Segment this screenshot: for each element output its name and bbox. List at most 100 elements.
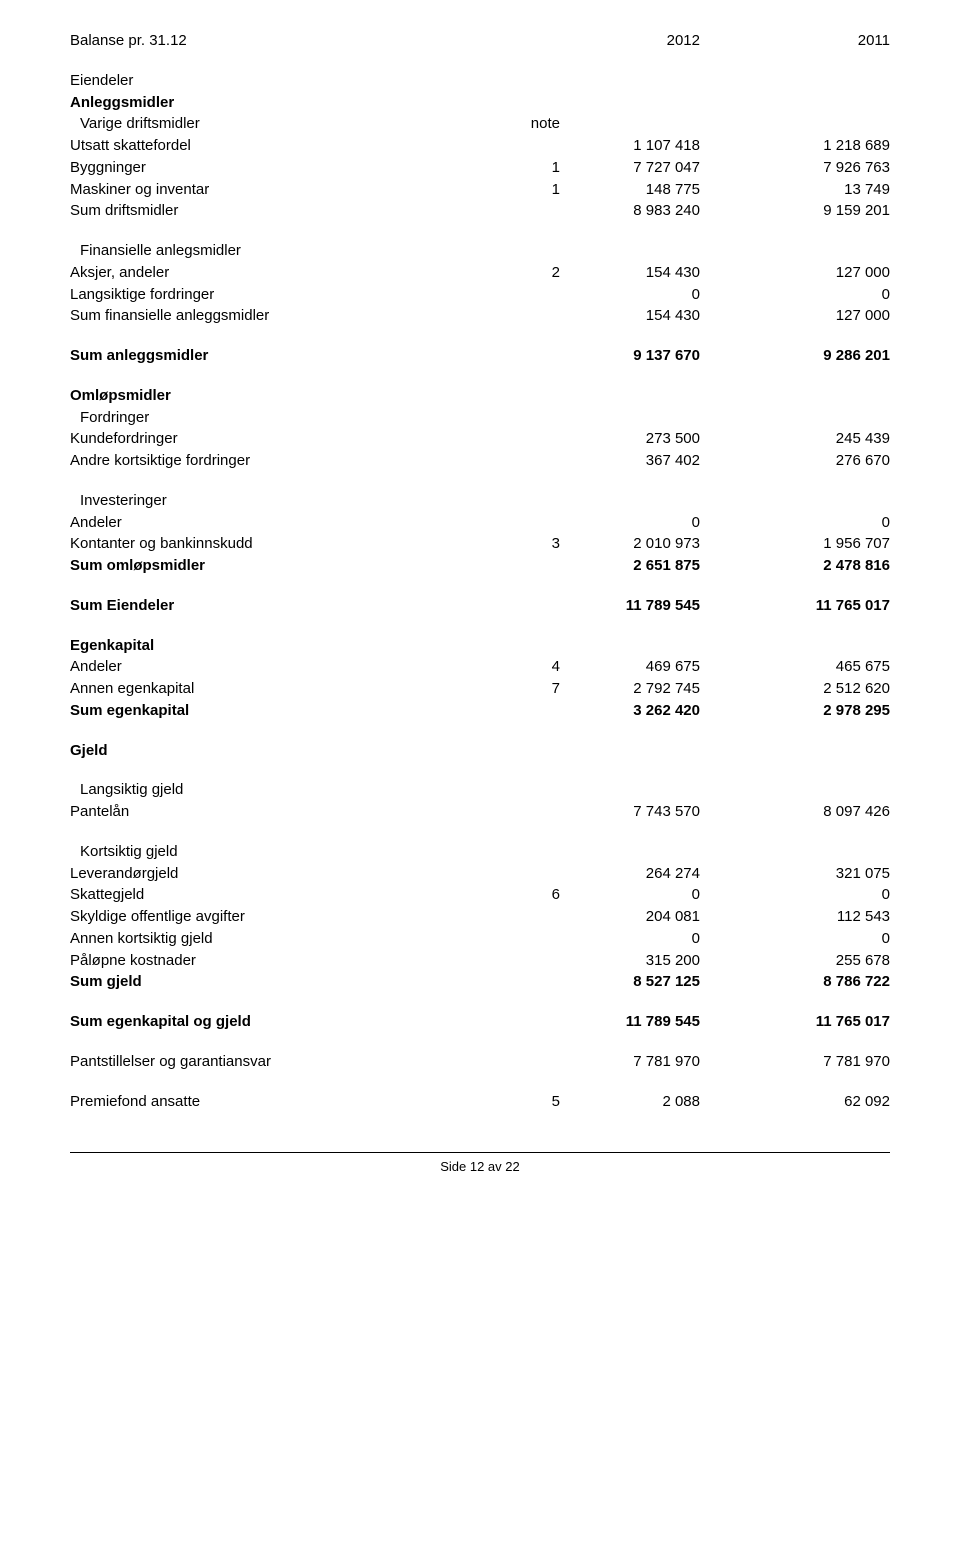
cell: 8 527 125: [570, 971, 730, 993]
cell: 11 765 017: [730, 595, 890, 617]
row-label: Utsatt skattefordel: [70, 135, 520, 157]
row-label: Sum finansielle anleggsmidler: [70, 305, 520, 327]
cell: 9 137 670: [570, 345, 730, 367]
cell: 112 543: [730, 906, 890, 928]
row-label: Leverandørgjeld: [70, 863, 520, 885]
row-label: Skattegjeld: [70, 884, 520, 906]
section-egenkapital: Egenkapital: [70, 635, 890, 657]
page-footer: Side 12 av 22: [70, 1153, 890, 1174]
col-2011: 2011: [730, 30, 890, 52]
cell: 7 781 970: [730, 1051, 890, 1073]
cell: 315 200: [570, 950, 730, 972]
cell: 1 218 689: [730, 135, 890, 157]
note: 1: [520, 179, 570, 201]
note: 2: [520, 262, 570, 284]
section-anleggsmidler: Anleggsmidler: [70, 92, 890, 114]
cell: 13 749: [730, 179, 890, 201]
note: 5: [520, 1091, 570, 1113]
row-label: Andeler: [70, 512, 520, 534]
row-label: Sum Eiendeler: [70, 595, 520, 617]
cell: 7 926 763: [730, 157, 890, 179]
section-invest: Investeringer: [70, 490, 890, 512]
cell: 7 743 570: [570, 801, 730, 823]
row-label: Sum egenkapital: [70, 700, 520, 722]
row-label: Aksjer, andeler: [70, 262, 520, 284]
note: 6: [520, 884, 570, 906]
cell: 3 262 420: [570, 700, 730, 722]
section-varige: Varige driftsmidler: [70, 113, 520, 135]
cell: 11 789 545: [570, 1011, 730, 1033]
section-langgjeld: Langsiktig gjeld: [70, 779, 890, 801]
cell: 9 286 201: [730, 345, 890, 367]
cell: 148 775: [570, 179, 730, 201]
row-label: Pantelån: [70, 801, 520, 823]
cell: 0: [730, 284, 890, 306]
cell: 367 402: [570, 450, 730, 472]
row-label: Kundefordringer: [70, 428, 520, 450]
row-label: Sum driftsmidler: [70, 200, 520, 222]
cell: 1 107 418: [570, 135, 730, 157]
cell: 469 675: [570, 656, 730, 678]
cell: 127 000: [730, 305, 890, 327]
cell: 2 651 875: [570, 555, 730, 577]
cell: 1 956 707: [730, 533, 890, 555]
row-label: Sum egenkapital og gjeld: [70, 1011, 520, 1033]
cell: 0: [570, 928, 730, 950]
row-label: Påløpne kostnader: [70, 950, 520, 972]
cell: 2 978 295: [730, 700, 890, 722]
cell: 204 081: [570, 906, 730, 928]
cell: 264 274: [570, 863, 730, 885]
section-omlop: Omløpsmidler: [70, 385, 890, 407]
cell: 2 512 620: [730, 678, 890, 700]
cell: 2 792 745: [570, 678, 730, 700]
cell: 0: [570, 512, 730, 534]
cell: 2 088: [570, 1091, 730, 1113]
row-label: Pantstillelser og garantiansvar: [70, 1051, 520, 1073]
col-note-header: note: [520, 113, 570, 135]
row-label: Kontanter og bankinnskudd: [70, 533, 520, 555]
note: 3: [520, 533, 570, 555]
row-label: Skyldige offentlige avgifter: [70, 906, 520, 928]
row-label: Annen kortsiktig gjeld: [70, 928, 520, 950]
cell: 7 727 047: [570, 157, 730, 179]
cell: 276 670: [730, 450, 890, 472]
section-gjeld: Gjeld: [70, 740, 890, 762]
cell: 62 092: [730, 1091, 890, 1113]
row-label: Annen egenkapital: [70, 678, 520, 700]
cell: 9 159 201: [730, 200, 890, 222]
section-eiendeler: Eiendeler: [70, 70, 890, 92]
cell: 321 075: [730, 863, 890, 885]
row-label: Sum anleggsmidler: [70, 345, 520, 367]
cell: 245 439: [730, 428, 890, 450]
cell: 11 765 017: [730, 1011, 890, 1033]
cell: 0: [730, 884, 890, 906]
cell: 11 789 545: [570, 595, 730, 617]
note: 7: [520, 678, 570, 700]
cell: 154 430: [570, 305, 730, 327]
section-finanleg: Finansielle anlegsmidler: [70, 240, 890, 262]
cell: 0: [730, 512, 890, 534]
note: 1: [520, 157, 570, 179]
row-label: Premiefond ansatte: [70, 1091, 520, 1113]
cell: 0: [730, 928, 890, 950]
cell: 8 983 240: [570, 200, 730, 222]
cell: 255 678: [730, 950, 890, 972]
section-kortgjeld: Kortsiktig gjeld: [70, 841, 890, 863]
row-label: Andre kortsiktige fordringer: [70, 450, 520, 472]
cell: 154 430: [570, 262, 730, 284]
cell: 8 097 426: [730, 801, 890, 823]
cell: 465 675: [730, 656, 890, 678]
cell: 127 000: [730, 262, 890, 284]
row-label: Andeler: [70, 656, 520, 678]
cell: 273 500: [570, 428, 730, 450]
section-fordringer: Fordringer: [70, 407, 890, 429]
cell: 2 478 816: [730, 555, 890, 577]
cell: 0: [570, 884, 730, 906]
row-label: Sum gjeld: [70, 971, 520, 993]
cell: 0: [570, 284, 730, 306]
row-label: Byggninger: [70, 157, 520, 179]
note: 4: [520, 656, 570, 678]
row-label: Sum omløpsmidler: [70, 555, 520, 577]
col-2012: 2012: [570, 30, 730, 52]
page-title: Balanse pr. 31.12: [70, 30, 520, 52]
